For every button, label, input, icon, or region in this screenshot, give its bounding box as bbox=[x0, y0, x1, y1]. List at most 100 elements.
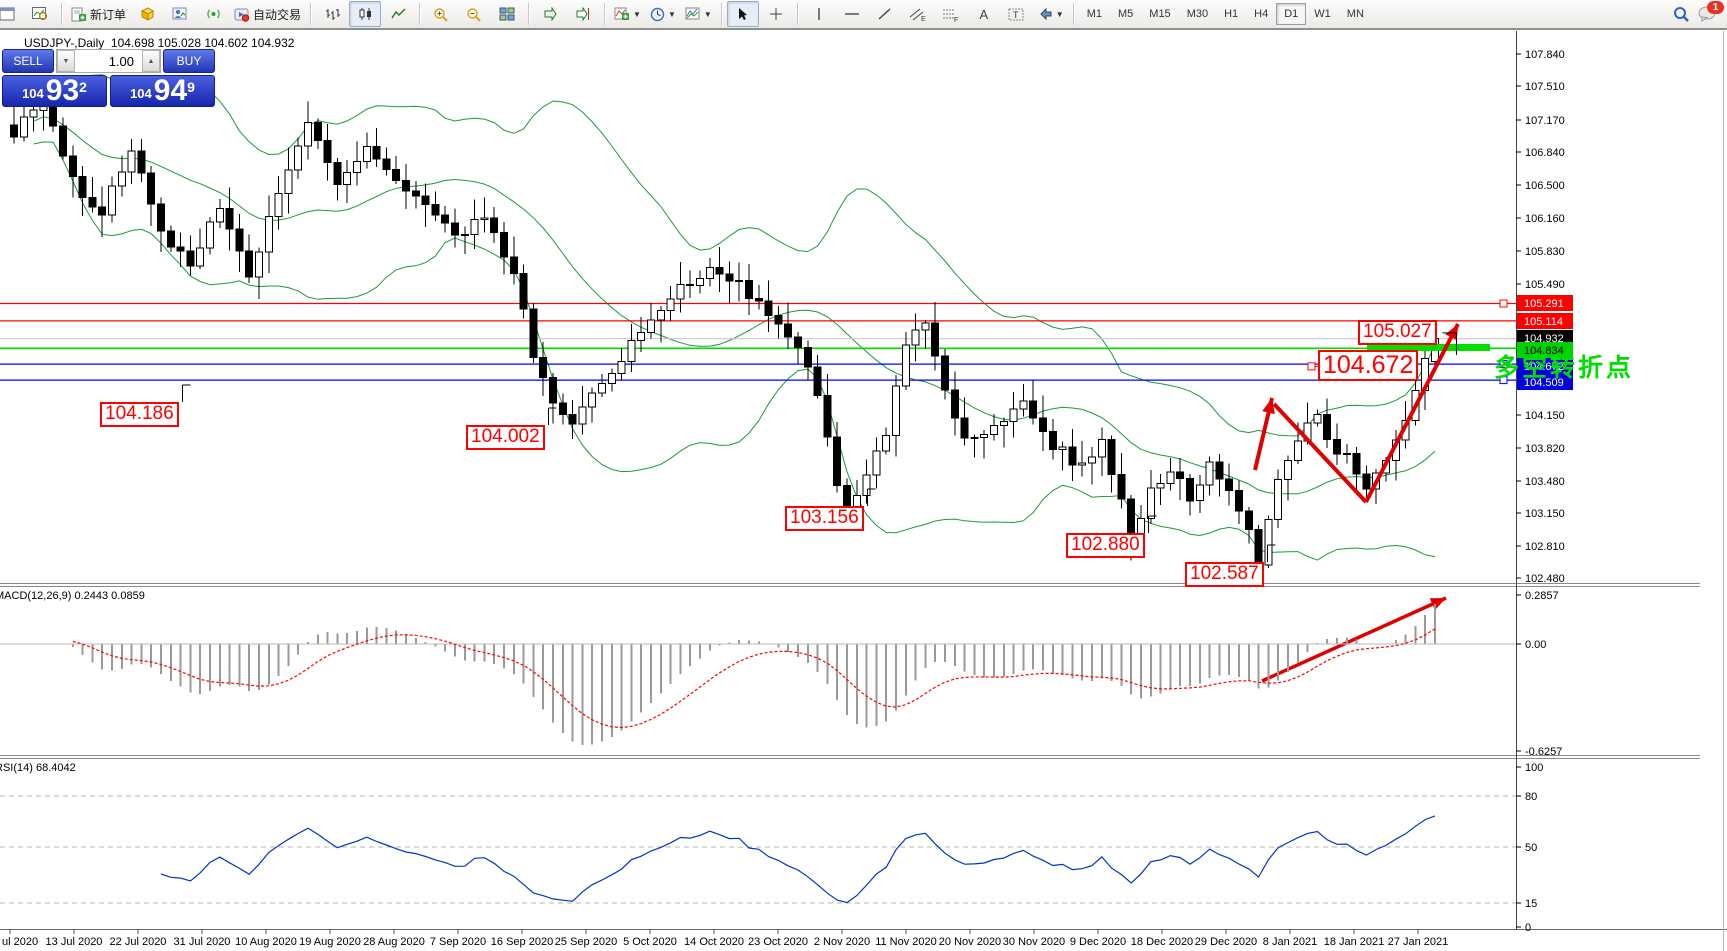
turning-point-annotation[interactable]: 多空转折点 bbox=[1494, 354, 1635, 382]
chart-title: USDJPY-,Daily 104.698 105.028 104.602 10… bbox=[24, 36, 294, 50]
search-icon[interactable] bbox=[1673, 6, 1690, 23]
svg-text:7 Sep 2020: 7 Sep 2020 bbox=[430, 936, 486, 948]
timeframe-W1[interactable]: W1 bbox=[1314, 8, 1331, 20]
periods-dropdown[interactable]: ▼ bbox=[646, 1, 680, 27]
trend-arrows[interactable] bbox=[1253, 323, 1460, 683]
svg-text:104.509: 104.509 bbox=[1524, 377, 1564, 389]
zoom-in-button[interactable] bbox=[425, 1, 457, 27]
rsi-label: RSI(14) 68.4042 bbox=[0, 762, 76, 774]
chart-window-button[interactable] bbox=[0, 1, 23, 27]
timeframe-H4[interactable]: H4 bbox=[1254, 8, 1269, 20]
svg-text:106.500: 106.500 bbox=[1525, 180, 1565, 192]
bollinger-bands bbox=[33, 74, 1436, 561]
timeframe-M5[interactable]: M5 bbox=[1118, 8, 1134, 20]
one-click-trading-panel: SELL ▼ 1.00 ▲ BUY 104 93 2 104 94 9 bbox=[2, 49, 215, 107]
horizontal-level-lines[interactable] bbox=[0, 299, 1516, 385]
svg-text:20 Nov 2020: 20 Nov 2020 bbox=[939, 936, 1001, 948]
svg-text:0: 0 bbox=[1525, 922, 1531, 934]
time-axis-labels: ul 2020 13 Jul 2020 22 Jul 2020 31 Jul 2020… bbox=[2, 929, 1448, 948]
svg-text:103.480: 103.480 bbox=[1525, 476, 1565, 488]
new-order-button[interactable]: 新订单 bbox=[67, 1, 130, 27]
zoom-out-icon bbox=[467, 7, 481, 22]
sell-price-sup: 2 bbox=[79, 79, 87, 95]
add-indicator-icon bbox=[614, 7, 630, 20]
shapes-dropdown[interactable]: ▼ bbox=[1034, 1, 1068, 27]
notifications-button[interactable]: 1 bbox=[1698, 1, 1724, 22]
indicators-dropdown[interactable]: ▼ bbox=[610, 1, 645, 27]
svg-text:80: 80 bbox=[1525, 791, 1537, 803]
svg-text:22 Jul 2020: 22 Jul 2020 bbox=[110, 936, 167, 948]
price-label-105.027[interactable]: 105.027 bbox=[1358, 320, 1437, 345]
chart-shift-button[interactable] bbox=[567, 1, 599, 27]
volume-increase-button[interactable]: ▲ bbox=[142, 50, 160, 72]
autotrading-button[interactable]: 自动交易 bbox=[230, 1, 305, 27]
svg-text:27 Jan 2021: 27 Jan 2021 bbox=[1388, 936, 1449, 948]
buy-button[interactable]: BUY bbox=[163, 49, 215, 73]
sell-price-panel[interactable]: 104 93 2 bbox=[2, 75, 107, 107]
svg-text:9 Dec 2020: 9 Dec 2020 bbox=[1070, 936, 1126, 948]
notification-badge: 1 bbox=[1707, 1, 1724, 14]
line-chart-button[interactable] bbox=[382, 1, 414, 27]
market-watch-button[interactable] bbox=[131, 1, 163, 27]
svg-text:104.150: 104.150 bbox=[1525, 410, 1565, 422]
price-label-103.156[interactable]: 103.156 bbox=[785, 506, 864, 531]
text-button[interactable]: A bbox=[968, 1, 1000, 27]
svg-text:13 Jul 2020: 13 Jul 2020 bbox=[46, 936, 103, 948]
svg-text:50: 50 bbox=[1525, 842, 1537, 854]
equidistant-channel-button[interactable]: E bbox=[902, 1, 934, 27]
svg-text:107.510: 107.510 bbox=[1525, 81, 1565, 93]
timeframe-M1[interactable]: M1 bbox=[1086, 8, 1102, 20]
main-toolbar: 新订单 自动交易 ▼ ▼ ▼ bbox=[0, 0, 1727, 30]
tile-windows-button[interactable] bbox=[491, 1, 523, 27]
fibonacci-icon: F bbox=[943, 9, 959, 22]
macd-label: MACD(12,26,9) 0.2443 0.0859 bbox=[0, 590, 145, 602]
data-window-button[interactable] bbox=[164, 1, 196, 27]
fibonacci-button[interactable]: F bbox=[935, 1, 967, 27]
svg-text:107.840: 107.840 bbox=[1525, 49, 1565, 61]
vertical-line-button[interactable] bbox=[803, 1, 835, 27]
sell-button[interactable]: SELL bbox=[2, 49, 54, 73]
text-icon: A bbox=[979, 6, 989, 22]
cursor-button[interactable] bbox=[726, 1, 759, 27]
text-label-icon: T bbox=[1008, 8, 1024, 20]
chart-preview-button[interactable] bbox=[24, 1, 56, 27]
price-label-104.186[interactable]: 104.186 bbox=[100, 402, 179, 427]
timeframe-D1[interactable]: D1 bbox=[1276, 3, 1307, 25]
svg-text:100: 100 bbox=[1525, 762, 1543, 774]
price-label-102.880[interactable]: 102.880 bbox=[1066, 533, 1145, 558]
navigator-button[interactable] bbox=[197, 1, 229, 27]
toolbar-separator bbox=[528, 3, 530, 25]
autotrading-label: 自动交易 bbox=[253, 7, 302, 22]
volume-value[interactable]: 1.00 bbox=[108, 53, 134, 69]
toolbar-separator bbox=[61, 3, 62, 25]
svg-text:107.170: 107.170 bbox=[1525, 115, 1565, 127]
green-zone-bar[interactable] bbox=[1367, 344, 1490, 351]
price-label-104.672[interactable]: 104.672 bbox=[1318, 350, 1419, 381]
zoom-out-button[interactable] bbox=[458, 1, 490, 27]
auto-scroll-button[interactable] bbox=[534, 1, 566, 27]
bar-chart-button[interactable] bbox=[316, 1, 348, 27]
price-label-102.587[interactable]: 102.587 bbox=[1185, 562, 1264, 587]
timeframe-M15[interactable]: M15 bbox=[1149, 8, 1171, 20]
svg-text:106.160: 106.160 bbox=[1525, 213, 1565, 225]
volume-decrease-button[interactable]: ▼ bbox=[57, 50, 75, 72]
trendline-icon bbox=[878, 8, 891, 20]
svg-text:E: E bbox=[921, 16, 926, 22]
trendline-button[interactable] bbox=[869, 1, 901, 27]
crosshair-button[interactable] bbox=[760, 1, 792, 27]
timeframe-MN[interactable]: MN bbox=[1346, 8, 1364, 20]
svg-text:16 Sep 2020: 16 Sep 2020 bbox=[491, 936, 553, 948]
svg-text:105.830: 105.830 bbox=[1525, 246, 1565, 258]
chart-magnifier-icon bbox=[32, 7, 48, 21]
timeframe-M30[interactable]: M30 bbox=[1186, 8, 1209, 20]
text-label-button[interactable]: T bbox=[1001, 1, 1033, 27]
timeframe-H1[interactable]: H1 bbox=[1224, 8, 1239, 20]
candlestick-chart-button[interactable] bbox=[349, 1, 382, 27]
buy-price-panel[interactable]: 104 94 9 bbox=[110, 75, 215, 107]
templates-dropdown[interactable]: ▼ bbox=[681, 1, 716, 27]
window-icon bbox=[0, 7, 15, 21]
horizontal-line-button[interactable] bbox=[836, 1, 868, 27]
price-label-104.002[interactable]: 104.002 bbox=[466, 425, 545, 450]
